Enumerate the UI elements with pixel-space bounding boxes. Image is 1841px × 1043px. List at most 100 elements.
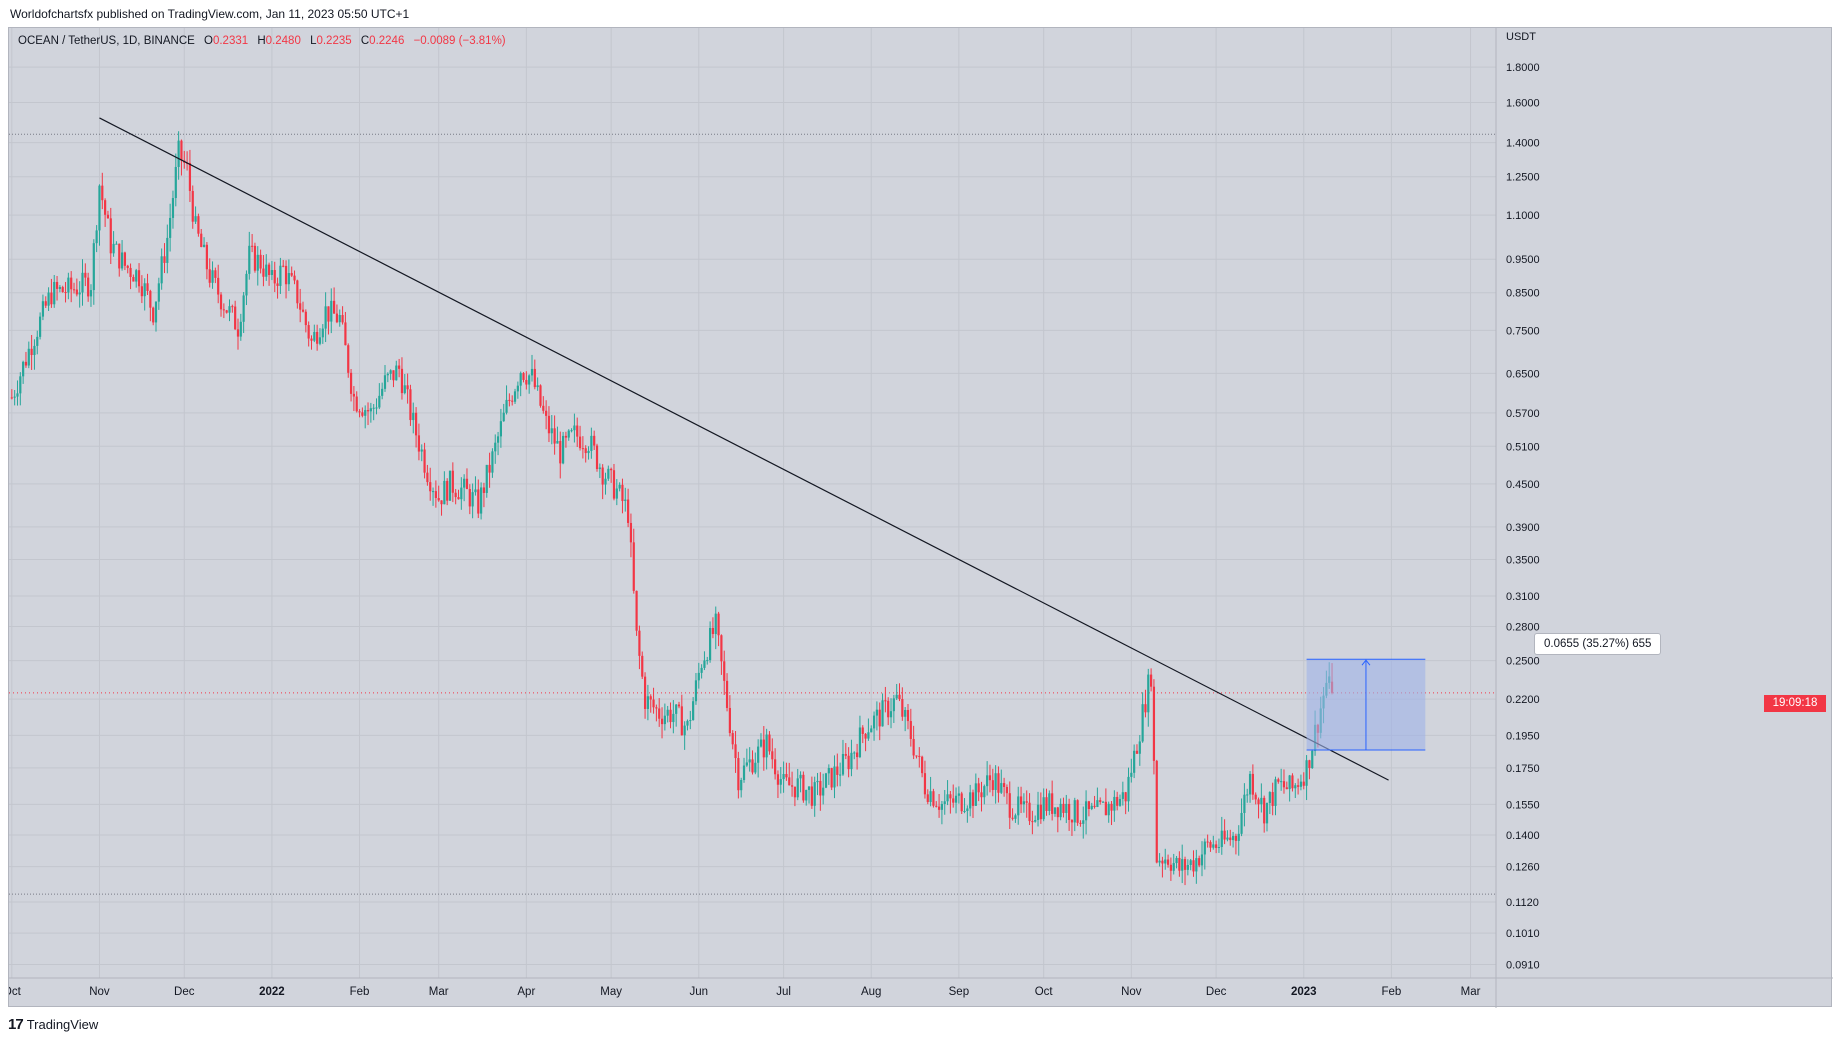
- candle-body: [714, 613, 717, 635]
- candle-body: [748, 759, 751, 763]
- candle-body: [383, 375, 387, 389]
- candle-body: [417, 435, 421, 452]
- y-tick-label: 1.2500: [1506, 172, 1540, 184]
- candle-body: [988, 775, 992, 781]
- candle-body: [774, 759, 777, 775]
- candle-body: [1014, 815, 1017, 819]
- candle-body: [488, 464, 491, 473]
- candle-body: [655, 707, 658, 709]
- symbol-legend: OCEAN / TetherUS, 1D, BINANCE O0.2331 H0…: [18, 35, 506, 47]
- candle-body: [1022, 801, 1025, 805]
- x-tick-label: 2022: [259, 986, 285, 998]
- candle-body: [126, 265, 129, 268]
- candle-body: [355, 396, 358, 412]
- price-chart[interactable]: USDT 1.8000 1.6000 1.4000 1.2500 1.1000 0.9500…: [9, 28, 1833, 1008]
- candle-body: [949, 794, 952, 799]
- candle-body: [940, 803, 944, 810]
- candle-body: [13, 396, 16, 398]
- candle-body: [946, 794, 949, 802]
- candle-body: [412, 412, 415, 421]
- candle-body: [731, 733, 734, 745]
- candle-body: [666, 709, 669, 716]
- candle-body: [943, 801, 946, 804]
- candle-body: [482, 487, 486, 493]
- candle-body: [282, 265, 285, 267]
- candle-body: [471, 492, 474, 507]
- candle-body: [1127, 776, 1130, 802]
- candle-body: [1003, 783, 1006, 788]
- candle-body: [251, 245, 254, 247]
- candle-body: [788, 777, 791, 786]
- candle-body: [629, 522, 633, 543]
- candle-body: [1051, 793, 1054, 814]
- candle-body: [409, 389, 412, 421]
- candle-body: [802, 774, 805, 801]
- y-tick-label: 1.8000: [1506, 62, 1540, 74]
- candle-body: [61, 287, 64, 293]
- candle-body: [1065, 803, 1068, 813]
- candle-body: [205, 244, 208, 270]
- candle-body: [935, 805, 938, 807]
- candle-body: [1302, 781, 1305, 786]
- candle-body: [757, 746, 760, 763]
- candle-body: [98, 185, 101, 231]
- candle-body: [858, 727, 862, 758]
- candle-body: [986, 775, 989, 787]
- candle-body: [641, 655, 644, 677]
- candle-body: [1166, 859, 1170, 865]
- candle-body: [38, 316, 42, 337]
- y-tick-label: 0.8500: [1506, 288, 1540, 300]
- candle-body: [460, 487, 463, 500]
- candle-body: [1045, 797, 1048, 811]
- candle-body: [106, 214, 110, 219]
- candle-body: [991, 780, 994, 790]
- candle-body: [423, 449, 426, 473]
- y-tick-label: 0.1550: [1506, 799, 1540, 811]
- close-value: 0.2246: [369, 35, 405, 47]
- candle-body: [553, 428, 556, 444]
- candle-body: [686, 720, 689, 726]
- candle-body: [855, 752, 859, 758]
- candle-body: [689, 720, 692, 722]
- candle-body: [101, 185, 104, 201]
- candle-body: [1059, 803, 1062, 818]
- candle-body: [906, 709, 910, 722]
- candle-body: [559, 440, 562, 464]
- low-label: L: [310, 35, 317, 47]
- candle-body: [434, 491, 437, 499]
- candle-body: [293, 275, 296, 281]
- candle-body: [1240, 812, 1243, 834]
- candle-body: [228, 306, 231, 313]
- candle-body: [234, 306, 237, 330]
- candle-body: [576, 425, 579, 437]
- candle-body: [615, 488, 618, 499]
- candle-body: [694, 680, 698, 702]
- candle-body: [765, 734, 768, 758]
- high-label: H: [257, 35, 266, 47]
- candle-body: [1220, 830, 1223, 848]
- candle-body: [1101, 801, 1105, 803]
- candle-body: [70, 277, 73, 290]
- chart-frame[interactable]: USDT 1.8000 1.6000 1.4000 1.2500 1.1000 0.9500…: [8, 27, 1833, 1008]
- candle-body: [1034, 820, 1037, 822]
- candle-body: [276, 283, 279, 286]
- candle-body: [267, 264, 271, 276]
- candle-body: [966, 808, 969, 811]
- candle-body: [1107, 803, 1110, 816]
- candle-body: [663, 715, 666, 725]
- candle-body: [259, 254, 262, 269]
- candle-body: [256, 254, 259, 271]
- candle-body: [1000, 783, 1003, 793]
- candle-body: [536, 385, 539, 388]
- y-tick-label: 0.1260: [1506, 862, 1540, 874]
- candle-body: [169, 217, 172, 238]
- candle-body: [318, 337, 322, 344]
- candle-body: [24, 361, 28, 366]
- candle-body: [1017, 796, 1020, 816]
- candle-body: [1158, 860, 1161, 863]
- candle-body: [1209, 842, 1212, 848]
- open-label: O: [204, 35, 213, 47]
- candle-body: [570, 430, 573, 432]
- candle-body: [1096, 800, 1099, 808]
- footer-brand[interactable]: 17 TradingView: [8, 1016, 98, 1033]
